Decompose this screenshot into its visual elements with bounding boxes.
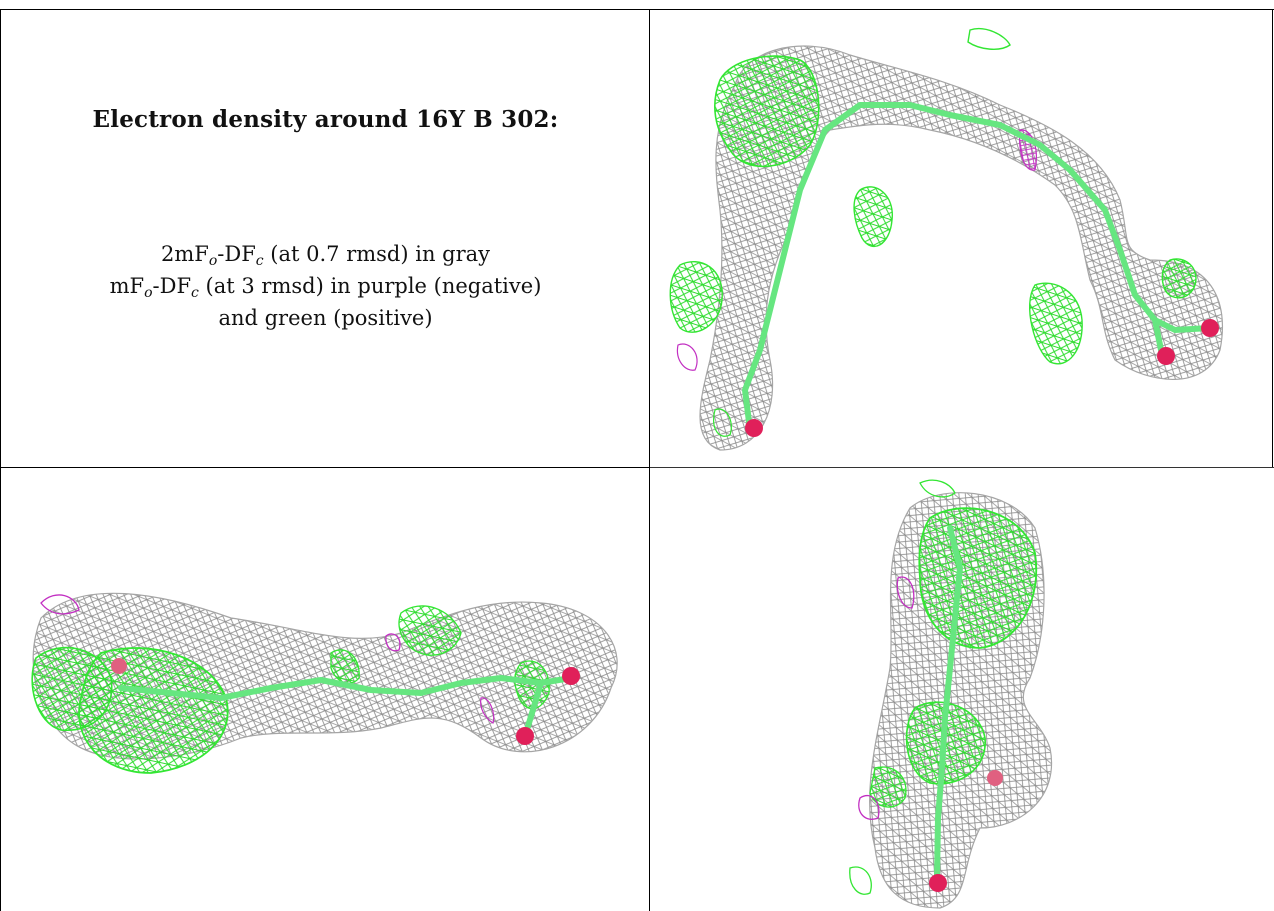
- legend-line-fofc: mFo-DFc (at 3 rmsd) in purple (negative): [109, 274, 542, 301]
- table-divider-horizontal: [0, 467, 649, 468]
- table-border-left: [0, 9, 1, 911]
- density-image-2: [31, 592, 618, 774]
- legend-line-2fofc: 2mFo-DFc (at 0.7 rmsd) in gray: [160, 242, 491, 269]
- table-border-top: [0, 9, 1274, 10]
- table-border-right: [1272, 9, 1273, 468]
- density-view-1: [650, 10, 1272, 467]
- density-view-3: [650, 468, 1274, 911]
- page-title: Electron density around 16Y B 302:: [92, 106, 559, 133]
- density-image-1: [669, 28, 1224, 451]
- legend-line-positive: and green (positive): [218, 306, 433, 330]
- density-view-2: [1, 468, 649, 911]
- table-divider-horizontal-right: [650, 467, 1274, 468]
- caption-cell: Electron density around 16Y B 302: 2mFo-…: [1, 10, 649, 467]
- table-divider-vertical: [649, 9, 650, 911]
- density-image-3: [849, 479, 1053, 909]
- map-legend: 2mFo-DFc (at 0.7 rmsd) in gray mFo-DFc (…: [1, 238, 649, 334]
